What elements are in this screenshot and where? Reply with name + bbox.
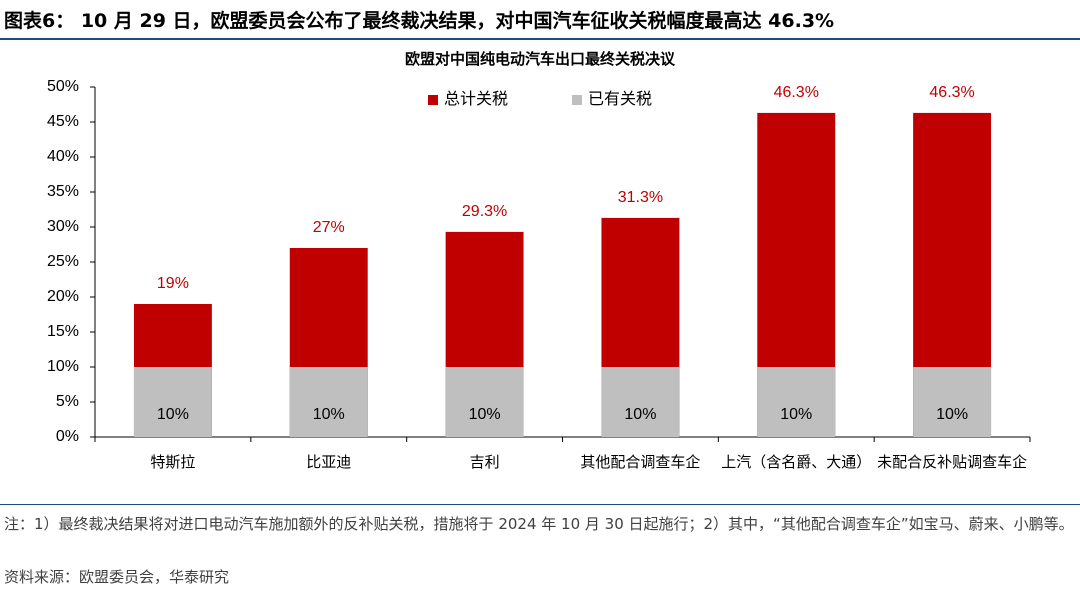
- legend-swatch: [428, 95, 438, 105]
- value-label: 10%: [624, 406, 656, 423]
- x-tick-label: 其他配合调查车企: [580, 453, 701, 471]
- value-label: 46.3%: [774, 84, 819, 101]
- y-tick-label: 45%: [47, 113, 79, 130]
- value-label: 19%: [157, 275, 189, 292]
- value-label: 10%: [936, 406, 968, 423]
- y-tick-label: 25%: [47, 253, 79, 270]
- y-tick-label: 35%: [47, 183, 79, 200]
- value-label: 31.3%: [618, 189, 663, 206]
- value-label: 46.3%: [929, 84, 974, 101]
- title-rule: [0, 38, 1080, 40]
- figure-title: 图表6： 10 月 29 日，欧盟委员会公布了最终裁决结果，对中国汽车征收关税幅…: [4, 10, 835, 32]
- y-tick-label: 15%: [47, 323, 79, 340]
- note: 注：1）最终裁决结果将对进口电动汽车施加额外的反补贴关税，措施将于 2024 年…: [4, 515, 1074, 533]
- value-label: 10%: [780, 406, 812, 423]
- value-label: 27%: [313, 219, 345, 236]
- x-tick-label: 特斯拉: [150, 453, 196, 471]
- x-tick-label: 上汽（含名爵、大通）: [721, 453, 872, 471]
- y-tick-label: 5%: [56, 393, 79, 410]
- value-label: 10%: [157, 406, 189, 423]
- bar: [601, 367, 680, 437]
- legend-swatch: [572, 95, 582, 105]
- source: 资料来源：欧盟委员会，华泰研究: [4, 568, 230, 586]
- y-tick-label: 0%: [56, 428, 79, 445]
- x-tick-label: 比亚迪: [306, 453, 352, 471]
- bar: [445, 367, 524, 437]
- y-tick-label: 40%: [47, 148, 79, 165]
- value-label: 29.3%: [462, 203, 507, 220]
- value-label: 10%: [469, 406, 501, 423]
- y-tick-label: 50%: [47, 78, 79, 95]
- bar: [289, 367, 368, 437]
- bar: [913, 367, 992, 437]
- x-tick-label: 未配合反补贴调查车企: [877, 453, 1028, 471]
- chart-title: 欧盟对中国纯电动汽车出口最终关税决议: [404, 50, 675, 68]
- y-tick-label: 30%: [47, 218, 79, 235]
- bar: [757, 367, 836, 437]
- bar: [133, 367, 212, 437]
- y-tick-label: 10%: [47, 358, 79, 375]
- value-label: 10%: [313, 406, 345, 423]
- notes-rule: [0, 504, 1080, 505]
- x-tick-label: 吉利: [469, 453, 500, 471]
- y-tick-label: 20%: [47, 288, 79, 305]
- legend-label: 已有关税: [588, 90, 652, 108]
- legend-label: 总计关税: [444, 90, 508, 108]
